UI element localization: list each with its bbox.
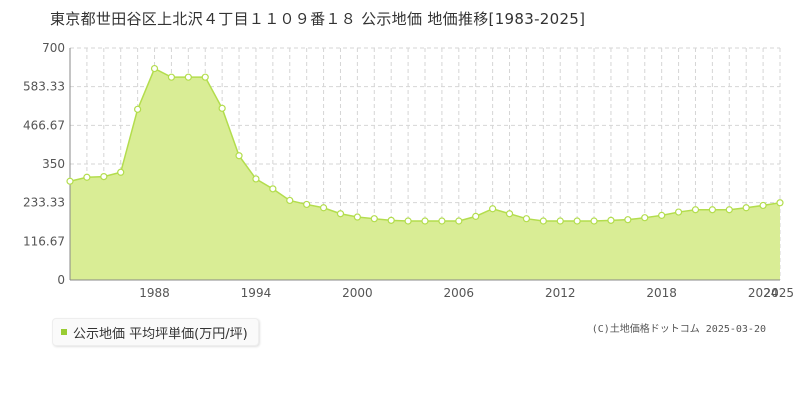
x-tick-label: 1988 bbox=[139, 286, 170, 300]
series-area-fill bbox=[70, 68, 780, 280]
data-point bbox=[117, 168, 125, 176]
data-point bbox=[235, 152, 243, 160]
axes bbox=[69, 48, 780, 281]
data-point bbox=[150, 64, 159, 73]
data-point bbox=[201, 73, 209, 81]
x-tick-label: 2025 bbox=[763, 286, 794, 300]
x-tick-label: 2018 bbox=[646, 286, 677, 300]
data-point bbox=[336, 210, 345, 218]
data-point bbox=[658, 211, 666, 219]
data-point bbox=[286, 196, 294, 205]
data-point bbox=[66, 177, 74, 185]
data-point bbox=[590, 217, 598, 225]
y-tick-label: 466.67 bbox=[23, 118, 65, 132]
data-point bbox=[573, 217, 581, 225]
data-points bbox=[66, 64, 784, 225]
tick-labels: 0 116.67 233.33 350 466.67 583.33 700 1988 1994 2… bbox=[23, 41, 794, 300]
data-point bbox=[725, 206, 733, 214]
data-point bbox=[489, 205, 497, 213]
data-point bbox=[184, 73, 192, 81]
data-point bbox=[505, 210, 514, 218]
data-point bbox=[556, 217, 564, 225]
data-point bbox=[303, 200, 311, 209]
data-point bbox=[269, 185, 277, 193]
data-point bbox=[404, 217, 412, 225]
x-tick-label: 2000 bbox=[342, 286, 373, 300]
data-point bbox=[252, 175, 260, 183]
data-point bbox=[455, 217, 463, 225]
data-point bbox=[134, 105, 142, 113]
data-point bbox=[607, 216, 615, 224]
source-credit: (C)土地価格ドットコム 2025-03-20 bbox=[591, 324, 766, 335]
y-tick-label: 350 bbox=[42, 157, 65, 171]
data-point bbox=[387, 216, 395, 224]
data-point bbox=[708, 206, 716, 214]
chart-title: 東京都世田谷区上北沢４丁目１１０９番１８ 公示地価 地価推移[1983-2025… bbox=[50, 10, 586, 28]
data-point bbox=[83, 173, 91, 181]
data-point bbox=[472, 212, 480, 220]
x-tick-label: 2024 bbox=[748, 286, 779, 300]
data-point bbox=[353, 213, 361, 221]
data-point bbox=[674, 208, 683, 216]
y-tick-label: 0 bbox=[57, 273, 65, 287]
x-tick-label: 2006 bbox=[444, 286, 475, 300]
x-tick-label: 1994 bbox=[241, 286, 272, 300]
x-tick-label: 2012 bbox=[545, 286, 576, 300]
data-point bbox=[691, 206, 700, 214]
data-point bbox=[100, 172, 108, 181]
data-point bbox=[539, 217, 547, 225]
y-tick-label: 700 bbox=[42, 41, 65, 55]
legend-label: 公示地価 平均坪単価(万円/坪) bbox=[73, 326, 248, 342]
y-tick-label: 583.33 bbox=[23, 80, 65, 94]
legend[interactable]: 公示地価 平均坪単価(万円/坪) bbox=[52, 318, 259, 346]
data-point bbox=[438, 217, 446, 225]
y-tick-label: 116.67 bbox=[23, 234, 65, 248]
data-point bbox=[641, 214, 649, 222]
data-point bbox=[167, 73, 176, 81]
data-point bbox=[776, 199, 784, 207]
data-point bbox=[624, 216, 632, 224]
data-point bbox=[742, 204, 750, 212]
y-tick-label: 233.33 bbox=[23, 196, 65, 210]
data-point bbox=[370, 215, 378, 223]
data-point bbox=[522, 215, 531, 223]
data-point bbox=[319, 204, 328, 212]
data-point bbox=[759, 201, 767, 210]
data-point bbox=[421, 217, 429, 225]
legend-swatch-icon bbox=[61, 329, 67, 335]
data-point bbox=[218, 104, 226, 112]
